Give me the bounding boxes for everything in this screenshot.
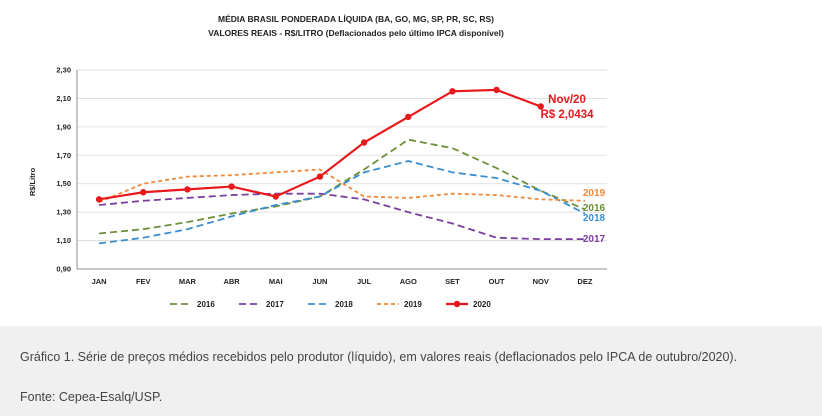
y-tick-label: 0,90 (56, 265, 71, 274)
x-tick-label: MAR (179, 277, 197, 286)
x-tick-label: JAN (92, 277, 107, 286)
series-line-2020 (98, 88, 542, 201)
legend-label-2018: 2018 (335, 300, 353, 309)
y-tick-label: 2,10 (56, 94, 71, 103)
data-point-2020 (537, 103, 544, 110)
figure-caption: Gráfico 1. Série de preços médios recebi… (20, 350, 738, 364)
legend-label-2016: 2016 (197, 300, 215, 309)
end-label-2017: 2017 (583, 234, 606, 245)
legend-label-2020: 2020 (473, 300, 491, 309)
y-tick-label: 1,10 (56, 236, 71, 245)
chart-title: MÉDIA BRASIL PONDERADA LÍQUIDA (BA, GO, … (218, 14, 494, 24)
x-tick-label: NOV (533, 277, 549, 286)
legend: 2016 2017 2018 2019 2020 (170, 300, 491, 309)
chart-subtitle: VALORES REAIS - R$/LITRO (Deflacionados … (208, 28, 504, 38)
y-tick-label: 1,30 (56, 208, 71, 217)
legend-label-2017: 2017 (266, 300, 284, 309)
x-tick-label: MAI (269, 277, 283, 286)
y-tick-label: 1,50 (56, 179, 71, 188)
end-label-2019: 2019 (583, 188, 606, 199)
y-tick-label: 2,30 (56, 66, 71, 75)
axes: 0,90 1,10 1,30 1,50 1,70 1,90 2,10 2,30 JAN FEV MA… (56, 66, 607, 286)
series-line-2017 (98, 192, 585, 241)
callout-line-2: R$ 2,0434 (540, 109, 594, 121)
end-label-2016: 2016 (583, 203, 606, 214)
series-line-2019 (98, 168, 585, 204)
series-line-2016 (98, 138, 586, 235)
data-point-2020 (316, 173, 324, 180)
series-line-2018 (98, 160, 586, 245)
figure-source: Fonte: Cepea-Esalq/USP. (20, 390, 163, 404)
x-tick-label: AGO (400, 277, 417, 286)
end-label-2018: 2018 (583, 213, 606, 224)
x-tick-label: OUT (489, 277, 505, 286)
data-point-2020 (184, 186, 191, 193)
data-point-2020 (228, 183, 235, 190)
legend-label-2019: 2019 (404, 300, 422, 309)
data-point-2020 (405, 113, 412, 121)
data-point-2020 (493, 86, 500, 94)
legend-marker-2020 (453, 300, 461, 308)
x-tick-label: ABR (223, 277, 240, 286)
x-tick-label: JUL (357, 277, 372, 286)
x-tick-label: JUN (312, 277, 327, 286)
series-end-labels: 2016 2017 2018 2019 (583, 188, 606, 245)
y-tick-label: 1,90 (56, 122, 71, 131)
data-point-2020 (449, 88, 456, 95)
y-tick-label: 1,70 (56, 151, 71, 160)
chart-panel: MÉDIA BRASIL PONDERADA LÍQUIDA (BA, GO, … (0, 0, 822, 326)
callout: Nov/20 R$ 2,0434 (540, 94, 594, 121)
x-tick-label: SET (445, 277, 460, 286)
x-tick-label: DEZ (577, 277, 592, 286)
data-point-2020 (360, 139, 368, 146)
x-tick-label: FEV (136, 277, 151, 286)
data-point-2020 (272, 193, 279, 200)
line-chart: MÉDIA BRASIL PONDERADA LÍQUIDA (BA, GO, … (28, 14, 607, 309)
data-point-2020 (95, 196, 103, 203)
data-point-2020 (140, 189, 147, 196)
callout-line-1: Nov/20 (548, 94, 586, 106)
grid (77, 69, 607, 270)
series-lines (95, 86, 586, 245)
y-axis-label: R$/Litro (28, 167, 37, 196)
